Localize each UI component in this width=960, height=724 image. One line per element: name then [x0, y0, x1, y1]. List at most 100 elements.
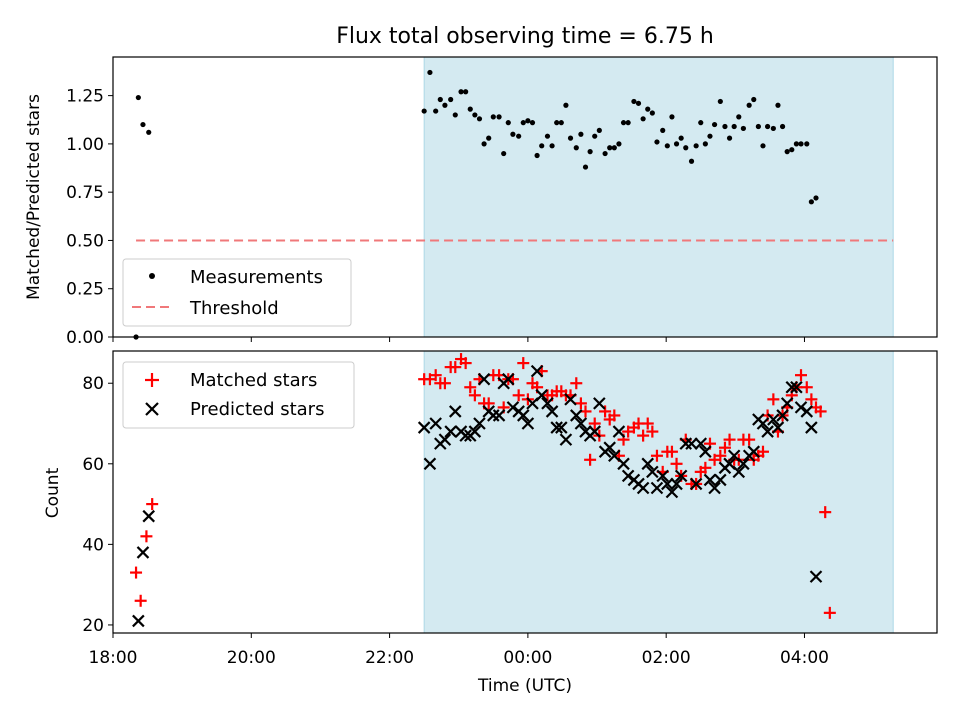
matched-star-point [650, 449, 663, 462]
matched-star-point [517, 357, 530, 370]
predicted-star-point [132, 614, 145, 628]
predicted-star-point [737, 457, 750, 471]
matched-star-point [805, 393, 818, 406]
predicted-star-point [502, 372, 515, 386]
matched-star-point [449, 361, 462, 374]
legend-measurements-marker [149, 273, 155, 279]
measurement-point [740, 125, 746, 132]
predicted-star-point [646, 465, 659, 479]
matched-star-point [723, 433, 736, 446]
matched-star-point [459, 357, 472, 370]
matched-star-point [482, 397, 495, 410]
matched-star-point [512, 389, 525, 402]
matched-star-point [599, 405, 612, 418]
measurement-point [525, 118, 531, 124]
predicted-star-point [468, 425, 482, 438]
measurement-point [760, 143, 766, 149]
measurement-point [673, 141, 680, 147]
predicted-star-point [570, 409, 583, 422]
predicted-star-point [694, 437, 708, 450]
bottom-y-tick-label: 20 [82, 616, 104, 636]
matched-star-point [468, 389, 481, 402]
predicted-star-point [780, 397, 794, 410]
top-shaded-region [424, 57, 894, 337]
predicted-star-point [550, 421, 563, 434]
predicted-star-point [679, 437, 693, 450]
measurement-point [722, 123, 728, 130]
predicted-star-point [545, 405, 559, 418]
predicted-star-point [621, 469, 635, 483]
predicted-star-point [530, 364, 544, 378]
measurement-point [421, 108, 427, 114]
predicted-star-point [699, 445, 712, 458]
predicted-star-point [794, 401, 808, 414]
matched-star-point [800, 381, 813, 394]
measurement-point [702, 141, 708, 147]
matched-star-point [823, 606, 836, 619]
matched-star-point [718, 441, 731, 454]
matched-star-point [795, 369, 808, 382]
bottom-x-tick-label: 18:00 [89, 648, 138, 668]
predicted-star-point [521, 417, 535, 430]
measurement-point [640, 116, 646, 122]
measurement-point [567, 135, 574, 141]
top-panel: Flux total observing time = 6.75 h 0.000… [24, 24, 938, 348]
measurement-point [573, 145, 579, 151]
predicted-star-point [800, 405, 814, 418]
predicted-star-point [689, 477, 703, 491]
top-y-tick-label: 1.25 [66, 87, 104, 107]
bottom-y-tick-label: 80 [82, 374, 104, 394]
predicted-star-point [617, 457, 630, 471]
measurement-point [698, 120, 704, 126]
predicted-star-point [429, 417, 442, 430]
predicted-star-point [473, 417, 486, 430]
measurement-point [789, 147, 795, 153]
bottom-y-axis-label: Count [43, 467, 63, 518]
matched-star-point [574, 397, 587, 410]
measurement-point [683, 145, 689, 151]
measurement-point [645, 106, 651, 112]
top-y-tick-label: 0.75 [66, 183, 104, 203]
predicted-star-point [477, 372, 491, 386]
bottom-shaded-region [424, 351, 894, 633]
predicted-star-point [685, 437, 698, 450]
predicted-star-point [564, 393, 577, 406]
predicted-star-point [771, 421, 785, 434]
measurement-point [669, 114, 675, 120]
measurement-point [554, 120, 560, 126]
measurement-point [649, 110, 655, 116]
top-y-tick-label: 1.00 [66, 135, 104, 155]
top-y-axis: 0.00 0.25 0.50 0.75 1.00 1.25 [66, 87, 113, 348]
measurement-point [505, 120, 511, 126]
measurement-point [664, 143, 670, 149]
predicted-star-point [506, 401, 520, 414]
legend-predicted-marker [145, 402, 159, 416]
matched-star-point [814, 405, 827, 418]
measurement-point [135, 94, 141, 101]
bottom-y-tick-label: 40 [82, 535, 104, 555]
top-chart-title: Flux total observing time = 6.75 h [336, 24, 714, 49]
bottom-x-axis-label: Time (UTC) [477, 676, 572, 696]
measurement-point [746, 102, 752, 108]
top-y-axis-label: Matched/Predicted stars [24, 94, 44, 300]
measurement-point [496, 114, 502, 120]
measurement-point [448, 96, 454, 103]
measurement-point [717, 98, 723, 105]
measurement-point [611, 145, 617, 151]
measurement-point [793, 141, 800, 147]
measurement-point [635, 100, 642, 106]
measurement-point [549, 143, 555, 149]
legend-predicted-label: Predicted stars [190, 399, 324, 420]
measurement-point [711, 121, 718, 128]
measurement-point [596, 127, 602, 133]
matched-star-point [438, 377, 451, 390]
legend-matched-marker [145, 373, 159, 387]
measurement-point [775, 102, 781, 108]
predicted-star-point [535, 389, 548, 402]
measurement-point [146, 129, 152, 135]
predicted-star-point [574, 417, 588, 430]
matched-star-point [140, 530, 153, 543]
predicted-star-point [661, 477, 674, 491]
top-y-tick-label: 0.25 [66, 280, 104, 300]
